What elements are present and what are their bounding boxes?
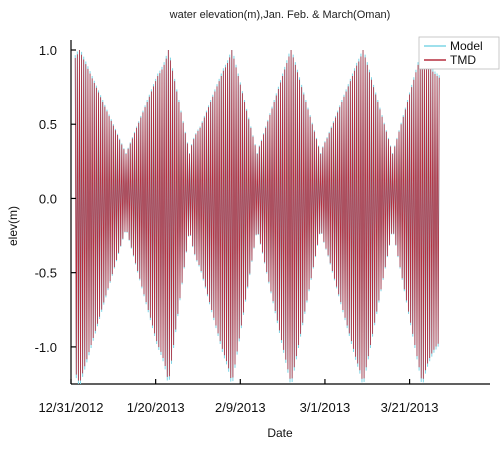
chart-title: water elevation(m),Jan. Feb. & March(Oma… <box>169 9 391 21</box>
legend-label-tmd: TMD <box>450 53 476 67</box>
y-tick-label: -0.5 <box>35 266 57 281</box>
legend-label-model: Model <box>450 39 483 53</box>
x-tick-label: 12/31/2012 <box>38 400 103 415</box>
x-tick-label: 3/21/2013 <box>381 400 439 415</box>
x-tick-label: 2/9/2013 <box>215 400 266 415</box>
legend-box <box>418 36 500 70</box>
x-axis-label: Date <box>267 426 293 440</box>
plot-area: -1.0 -0.5 0.0 0.5 1.0 12/31/2012 1/20/2013 2/9… <box>35 40 490 415</box>
x-tick-label: 3/1/2013 <box>300 400 351 415</box>
y-tick-label: 1.0 <box>39 43 57 58</box>
y-tick-label: 0.0 <box>39 191 57 206</box>
series-layer <box>74 49 440 385</box>
y-ticks: -1.0 -0.5 0.0 0.5 1.0 <box>35 43 76 355</box>
y-tick-label: 0.5 <box>39 117 57 132</box>
y-axis-label: elev(m) <box>6 206 20 246</box>
x-ticks: 12/31/2012 1/20/2013 2/9/2013 3/1/2013 3/21/… <box>38 379 439 415</box>
x-tick-label: 1/20/2013 <box>127 400 185 415</box>
legend: Model TMD <box>418 36 500 70</box>
y-tick-label: -1.0 <box>35 340 57 355</box>
series-line-tmd <box>74 49 440 381</box>
